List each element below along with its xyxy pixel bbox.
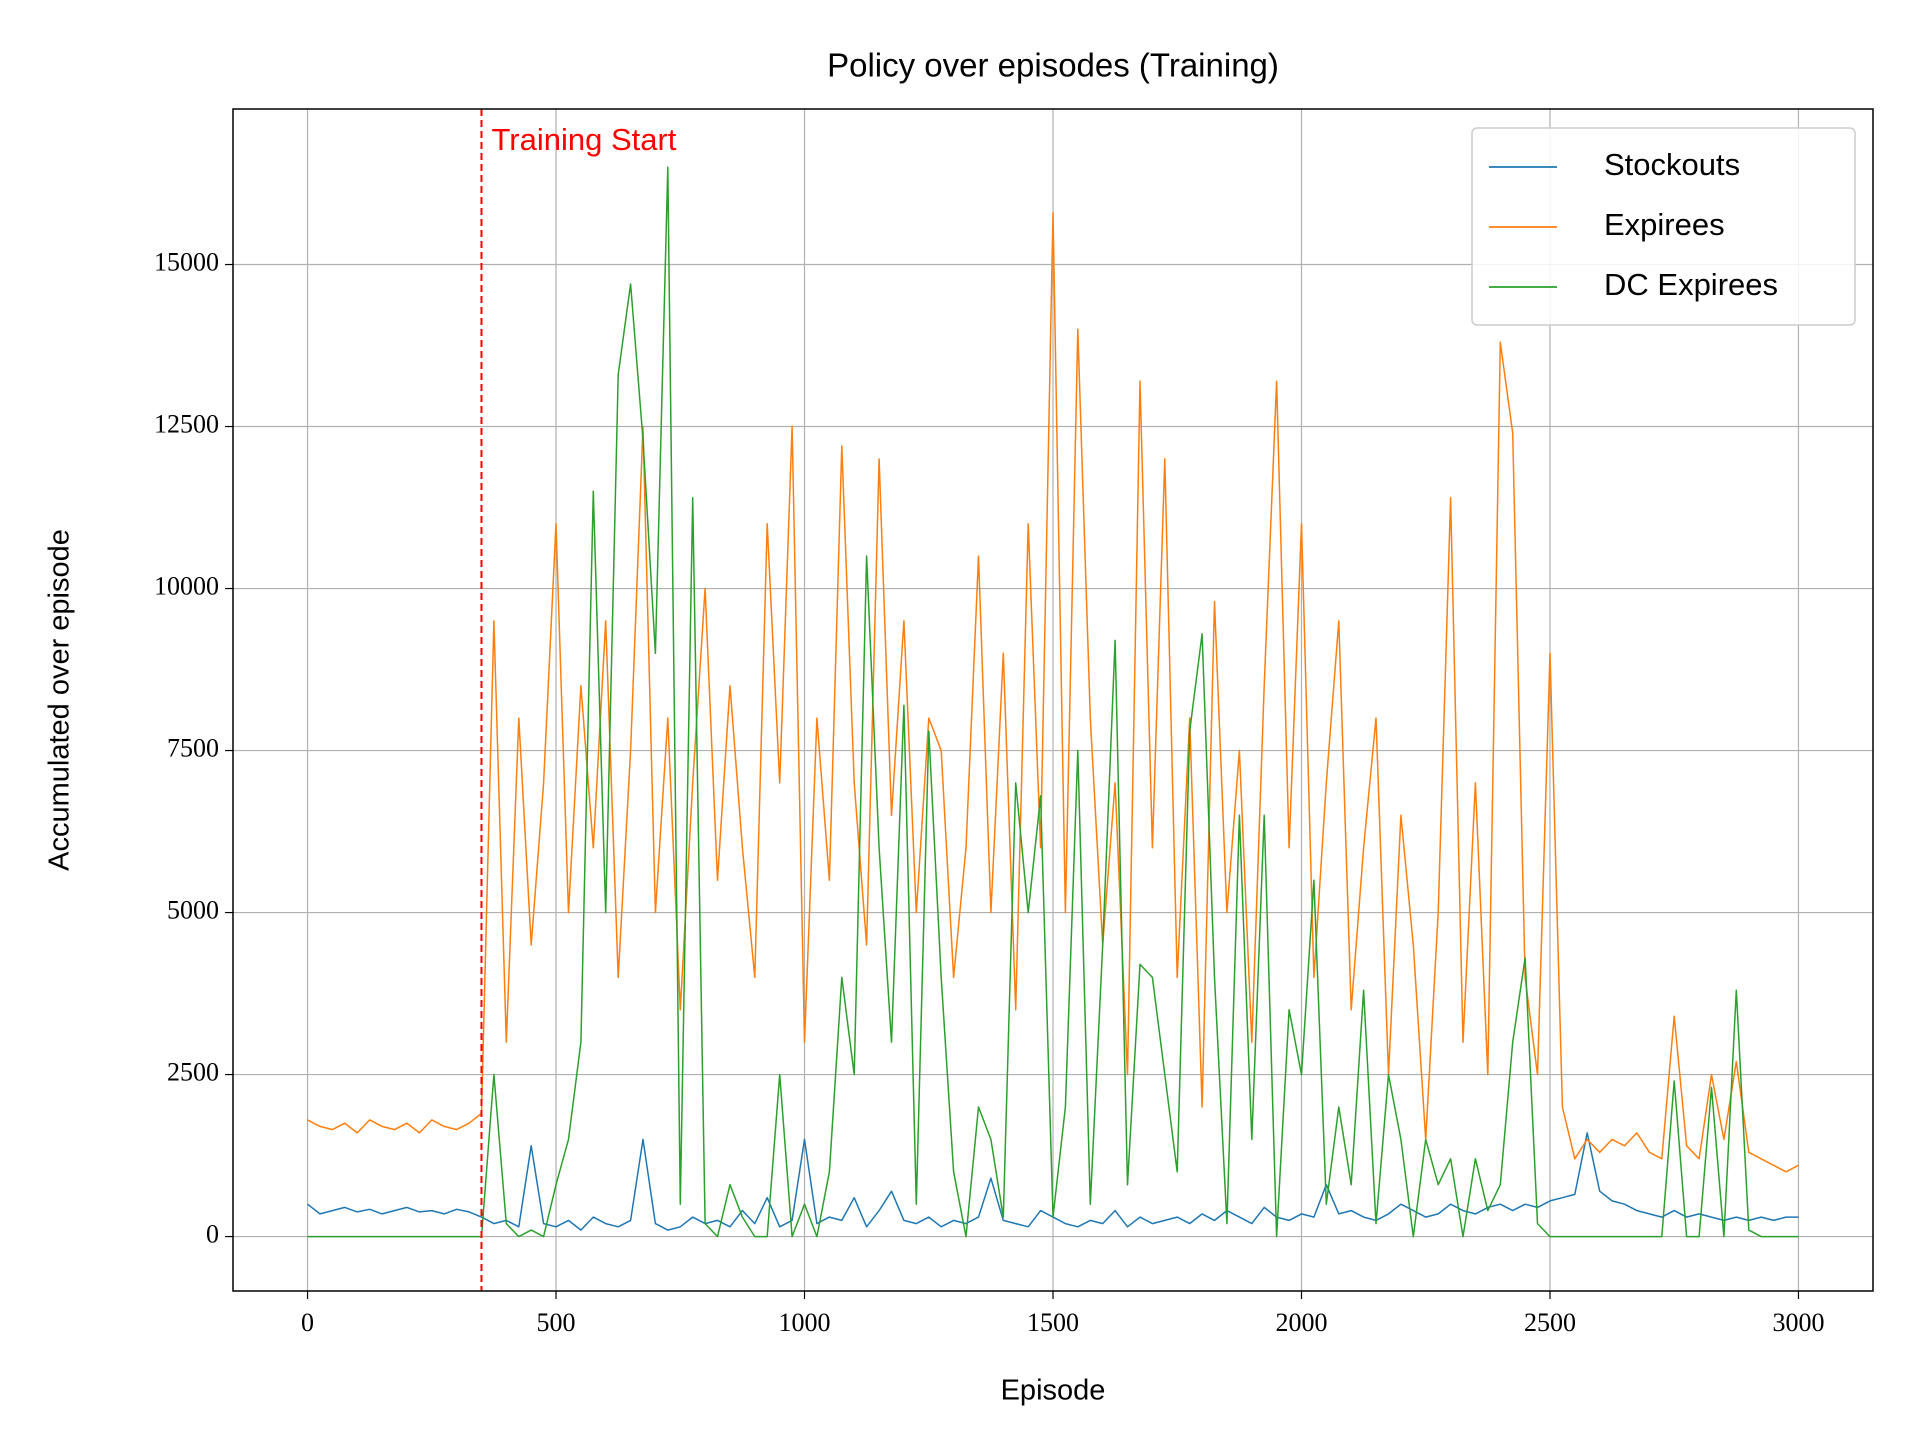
legend-box [1471, 127, 1856, 326]
y-tick-label: 10000 [154, 572, 219, 601]
x-tick-label: 3000 [1772, 1308, 1824, 1337]
x-tick-label: 0 [301, 1308, 314, 1337]
y-tick-label: 15000 [154, 247, 219, 276]
x-axis-label: Episode [1001, 1375, 1106, 1407]
training-start-label: Training Start [491, 122, 676, 157]
legend-label: Stockouts [1604, 147, 1740, 182]
axes-frame [232, 108, 1874, 1292]
x-tick-label: 1500 [1027, 1308, 1079, 1337]
y-tick-label: 5000 [167, 896, 219, 925]
x-tick-label: 1000 [779, 1308, 831, 1337]
y-tick-label: 2500 [167, 1058, 219, 1087]
series-line [307, 211, 1799, 1173]
legend-label: DC Expirees [1604, 267, 1778, 302]
y-tick-label: 0 [206, 1220, 219, 1249]
chart-title: Policy over episodes (Training) [827, 47, 1279, 84]
x-tick-label: 2500 [1524, 1308, 1576, 1337]
y-axis-label: Accumulated over episode [44, 529, 76, 871]
x-tick-label: 500 [537, 1308, 576, 1337]
legend-label: Expirees [1604, 207, 1725, 242]
x-tick-label: 2000 [1275, 1308, 1327, 1337]
y-tick-label: 12500 [154, 410, 219, 439]
series-line [307, 166, 1799, 1238]
y-tick-label: 7500 [167, 734, 219, 763]
